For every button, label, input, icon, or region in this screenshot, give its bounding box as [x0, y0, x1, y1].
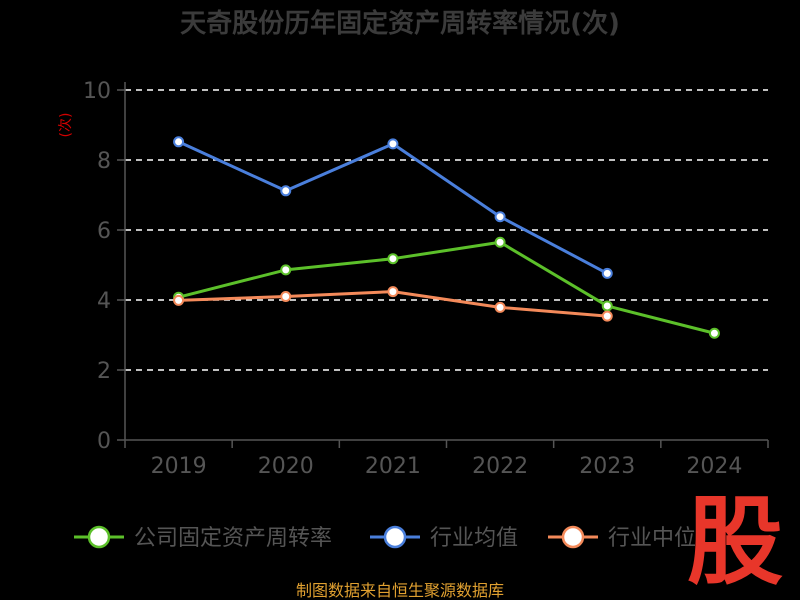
data-point[interactable]: [173, 294, 185, 306]
legend-swatch-marker: [383, 525, 407, 549]
chart-title: 天奇股份历年固定资产周转率情况(次): [180, 8, 620, 39]
data-point[interactable]: [494, 211, 506, 223]
y-tick-label: 0: [97, 429, 111, 454]
x-tick-label: 2020: [258, 454, 314, 479]
data-point[interactable]: [387, 138, 399, 150]
legend-label: 公司固定资产周转率: [134, 526, 332, 551]
y-tick-label: 4: [97, 289, 111, 314]
x-tick-label: 2019: [151, 454, 207, 479]
data-point[interactable]: [494, 301, 506, 313]
x-tick-label: 2022: [472, 454, 528, 479]
data-point[interactable]: [280, 291, 292, 302]
y-tick-label: 2: [97, 359, 111, 384]
series-1: [173, 136, 613, 279]
legend[interactable]: 公司固定资产周转率 行业均值 行业中位: [74, 525, 696, 551]
y-axis-label: (次): [58, 113, 74, 138]
data-point[interactable]: [708, 327, 720, 339]
x-tick-label: 2023: [579, 454, 635, 479]
y-tick-label: 8: [97, 149, 111, 174]
series-2: [173, 286, 613, 322]
data-point[interactable]: [387, 253, 399, 265]
axes: 0 2 4 6 8 10 2019 2020 2021 2022 2023 2024: [83, 79, 769, 479]
series: [173, 136, 720, 339]
y-tick-label: 6: [97, 219, 111, 244]
legend-item-2[interactable]: 行业中位: [548, 525, 696, 551]
legend-item-1[interactable]: 行业均值: [370, 525, 518, 551]
watermark-logo: 股: [687, 486, 783, 598]
data-point[interactable]: [387, 286, 399, 298]
data-point[interactable]: [280, 185, 292, 197]
legend-label: 行业均值: [430, 526, 518, 551]
legend-label: 行业中位: [608, 526, 696, 551]
data-point[interactable]: [601, 267, 613, 279]
legend-swatch-marker: [561, 525, 585, 549]
data-point[interactable]: [173, 136, 185, 148]
data-point[interactable]: [280, 264, 292, 276]
series-0: [173, 236, 720, 339]
gridlines: [125, 89, 768, 371]
y-tick-label: 10: [83, 79, 111, 104]
data-point[interactable]: [601, 310, 613, 322]
data-point[interactable]: [494, 236, 506, 248]
legend-swatch-marker: [87, 525, 111, 549]
series-line: [178, 240, 715, 335]
data-point[interactable]: [601, 300, 613, 312]
legend-item-0[interactable]: 公司固定资产周转率: [74, 525, 332, 551]
x-tick-label: 2024: [686, 454, 742, 479]
data-source-note: 制图数据来自恒生聚源数据库: [296, 581, 504, 600]
x-tick-label: 2021: [365, 454, 421, 479]
